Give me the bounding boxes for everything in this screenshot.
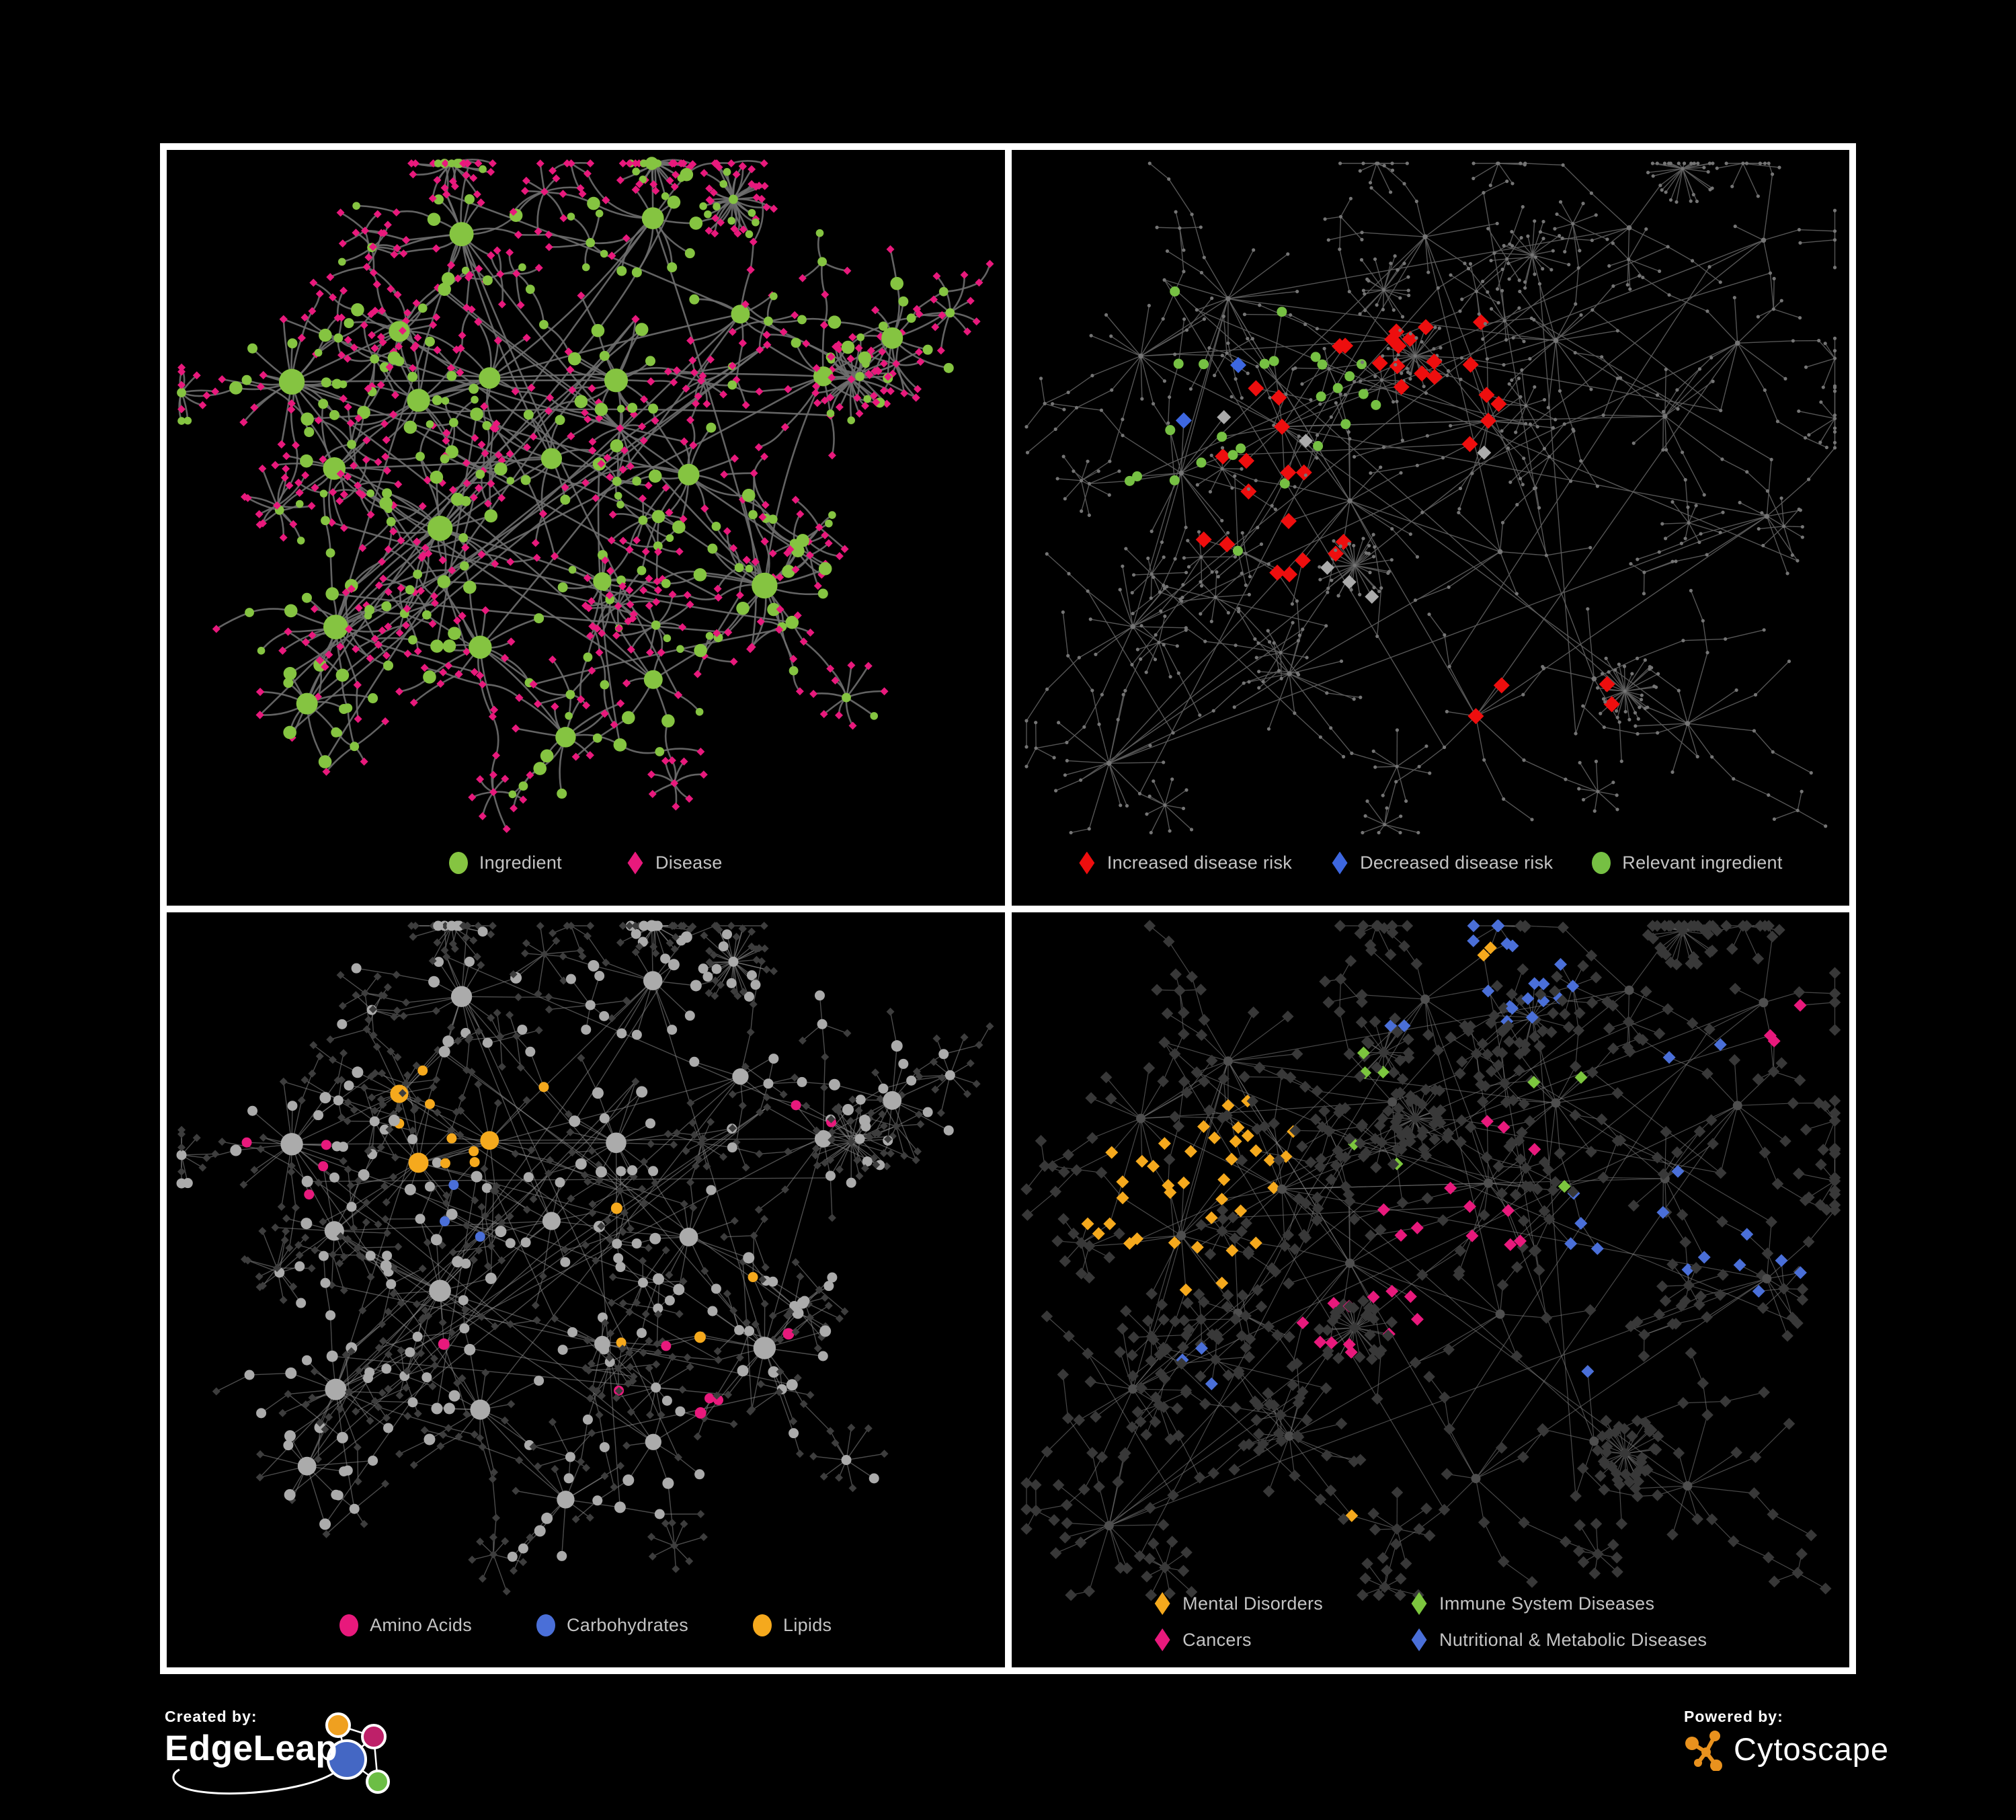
network-canvas-nutrient-classes xyxy=(176,920,994,1595)
edgeleap-network-icon xyxy=(172,1712,390,1795)
panel-ingredient-disease: Ingredient Disease xyxy=(167,150,1005,906)
panel-disease-classes: Mental Disorders Immune System Diseases … xyxy=(1011,912,1849,1667)
cytoscape-logo: Powered by: Cytoscape xyxy=(1684,1708,1966,1809)
created-by-label: Created by: xyxy=(165,1708,257,1725)
panel-nutrient-classes: Amino Acids Carbohydrates Lipids xyxy=(167,912,1005,1667)
network-canvas-ingredient-disease xyxy=(177,157,994,834)
edgeleap-brand-name: EdgeLeap xyxy=(165,1729,338,1768)
powered-by-label: Powered by: xyxy=(1684,1708,1783,1725)
cytoscape-brand-name: Cytoscape xyxy=(1734,1731,1890,1767)
network-canvas-disease-classes xyxy=(1020,919,1841,1601)
network-canvas-disease-risk xyxy=(1024,161,1837,835)
edgeleap-icon-nodes xyxy=(325,1712,390,1794)
panel-grid: Ingredient Disease Increased disease ris… xyxy=(160,143,1856,1674)
edgeleap-logo: Created by: EdgeLeap xyxy=(165,1708,407,1809)
edgeleap-swoosh xyxy=(172,1768,333,1795)
cytoscape-network-icon xyxy=(1685,1731,1722,1771)
panel-disease-risk: Increased disease risk Decreased disease… xyxy=(1011,150,1849,906)
